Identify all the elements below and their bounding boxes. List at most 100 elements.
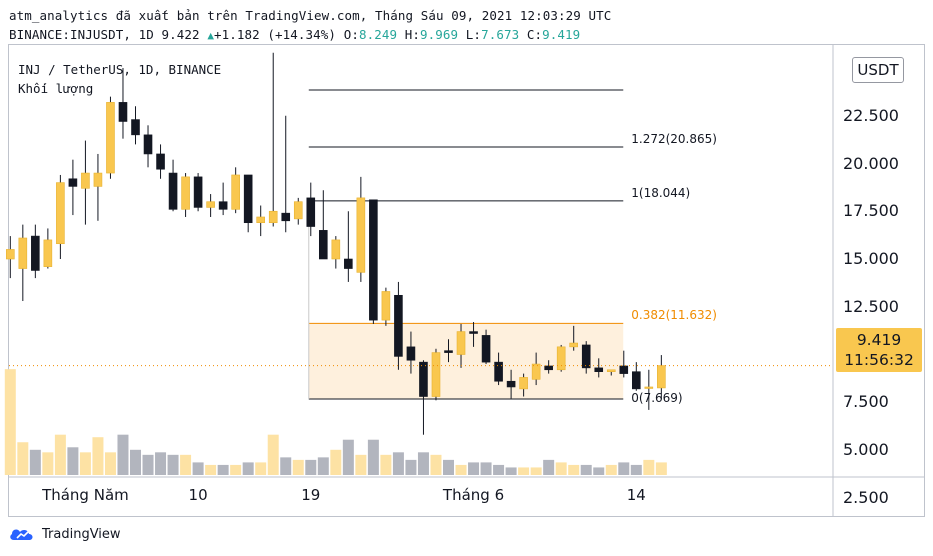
candle-body bbox=[256, 216, 266, 224]
x-tick-label: Tháng Năm bbox=[42, 486, 129, 504]
candle-body bbox=[657, 365, 666, 389]
candle-body bbox=[644, 386, 654, 389]
volume-bar bbox=[305, 459, 317, 475]
volume-bar bbox=[130, 449, 141, 475]
volume-bar bbox=[104, 452, 116, 475]
low-value: 7.673 bbox=[481, 27, 520, 42]
chart-frame bbox=[8, 44, 925, 517]
open-label: O: bbox=[343, 27, 359, 42]
volume-bar bbox=[568, 464, 580, 475]
volume-bar bbox=[380, 454, 392, 475]
candle-body bbox=[406, 346, 416, 361]
volume-bar bbox=[29, 449, 41, 475]
volume-bar bbox=[580, 464, 592, 475]
volume-bar bbox=[430, 454, 442, 475]
x-tick-label: 10 bbox=[188, 486, 208, 504]
candle-body bbox=[531, 363, 541, 380]
volume-bar bbox=[493, 464, 505, 475]
candle-body bbox=[606, 369, 616, 372]
currency-unit-badge[interactable]: USDT bbox=[852, 57, 904, 83]
candle-body bbox=[68, 178, 78, 187]
volume-bar bbox=[117, 434, 129, 475]
volume-bar bbox=[79, 452, 91, 475]
volume-bar bbox=[593, 467, 605, 475]
y-tick-label: 12.500 bbox=[843, 296, 899, 316]
candle-body bbox=[544, 365, 553, 371]
up-arrow-icon: ▲ bbox=[207, 29, 215, 42]
footer[interactable]: TradingView bbox=[8, 526, 121, 542]
volume-bar bbox=[242, 462, 254, 475]
candle-body bbox=[481, 335, 491, 363]
candle-body bbox=[569, 342, 579, 348]
candle-body bbox=[43, 239, 53, 267]
volume-bar bbox=[192, 462, 204, 475]
candle-body bbox=[131, 119, 140, 136]
candle-body bbox=[281, 212, 291, 222]
volume-bar bbox=[142, 454, 154, 475]
candle-body bbox=[168, 172, 178, 210]
candle-body bbox=[243, 174, 253, 224]
volume-bar bbox=[505, 467, 517, 475]
y-tick-label: 17.500 bbox=[843, 201, 899, 221]
volume-bar bbox=[330, 449, 342, 475]
volume-bar bbox=[205, 464, 217, 475]
volume-bar bbox=[518, 467, 530, 475]
y-tick-label: 22.500 bbox=[843, 105, 899, 125]
low-label: L: bbox=[465, 27, 482, 42]
candle-body bbox=[268, 210, 278, 224]
candle-body bbox=[344, 258, 353, 269]
candle-body bbox=[206, 201, 215, 208]
volume-bar bbox=[530, 467, 542, 475]
candle-body bbox=[143, 134, 153, 155]
volume-bar bbox=[180, 454, 192, 475]
volume-bar bbox=[443, 459, 454, 475]
open-value: 8.249 bbox=[358, 27, 398, 42]
volume-bar bbox=[655, 462, 667, 475]
fib-level-label: 0.382(11.632) bbox=[631, 308, 717, 323]
candle-body bbox=[431, 352, 441, 397]
chart-legend-symbol: INJ / TetherUS, 1D, BINANCE bbox=[18, 62, 222, 77]
candle-body bbox=[594, 367, 604, 372]
candle-body bbox=[456, 331, 466, 355]
volume-bar bbox=[355, 454, 367, 475]
y-tick-label: 5.000 bbox=[843, 440, 889, 459]
candle-body bbox=[118, 102, 128, 122]
candle-body bbox=[318, 230, 328, 260]
volume-bar bbox=[17, 442, 29, 475]
volume-bar bbox=[67, 447, 79, 475]
volume-bar bbox=[367, 439, 379, 475]
candle-body bbox=[231, 174, 240, 210]
candle-body bbox=[306, 197, 316, 227]
close-value: 9.419 bbox=[542, 27, 581, 42]
volume-bar bbox=[405, 459, 417, 475]
fib-level-label: 0(7.669) bbox=[631, 391, 683, 406]
chart-legend-volume: Khối lượng bbox=[18, 81, 94, 96]
candle-body bbox=[469, 331, 478, 334]
volume-bar bbox=[455, 464, 467, 475]
high-label: H: bbox=[404, 27, 421, 42]
candle-body bbox=[56, 182, 65, 245]
candle-body bbox=[6, 249, 15, 260]
fib-level-label: 1.272(20.865) bbox=[631, 131, 717, 146]
last-price: 9.422 bbox=[161, 27, 200, 42]
candle-body bbox=[506, 380, 516, 388]
candle-body bbox=[381, 291, 391, 321]
volume-bar bbox=[54, 434, 66, 475]
candle-body bbox=[293, 201, 303, 220]
candle-body bbox=[31, 235, 40, 271]
candle-body bbox=[581, 344, 591, 369]
volume-bar bbox=[605, 464, 617, 475]
volume-bar bbox=[230, 464, 242, 475]
y-tick-label: 2.500 bbox=[843, 487, 889, 507]
candle-body bbox=[369, 199, 378, 321]
volume-bar bbox=[4, 369, 16, 475]
volume-bar bbox=[342, 439, 354, 475]
x-tick-label: 14 bbox=[626, 486, 646, 504]
y-tick-label: 7.500 bbox=[843, 392, 889, 412]
candle-body bbox=[394, 294, 403, 357]
volume-bar bbox=[92, 437, 104, 475]
candle-body bbox=[519, 377, 528, 390]
candle-body bbox=[356, 197, 366, 273]
x-tick-label: Tháng 6 bbox=[442, 486, 505, 504]
